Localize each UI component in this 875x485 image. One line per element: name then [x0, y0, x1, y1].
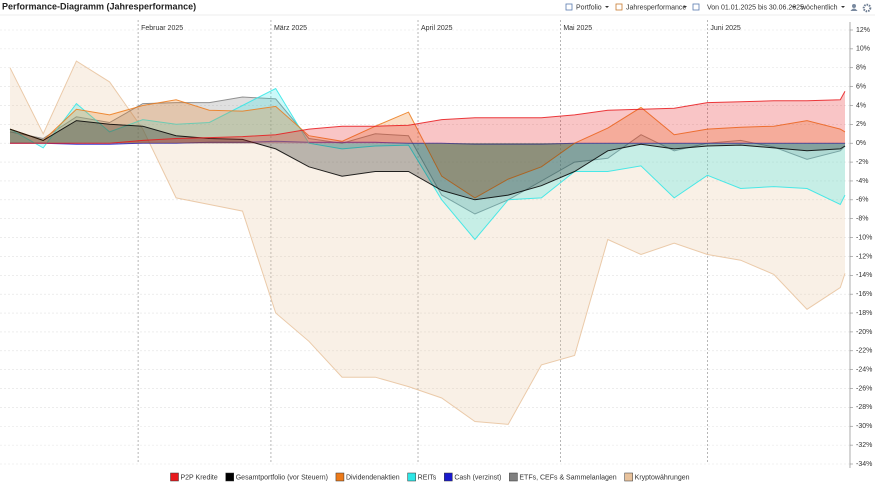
legend-label: Cash (verzinst)	[454, 474, 501, 481]
series-line	[9, 60, 846, 425]
y-tick-label: -4%	[856, 178, 868, 185]
x-tick-label: Juni 2025	[710, 25, 740, 32]
y-tick-label: -14%	[856, 272, 872, 279]
x-tick-label: Februar 2025	[141, 25, 183, 32]
y-tick-label: 4%	[856, 102, 866, 109]
legend-label: REITs	[418, 474, 437, 481]
y-tick-label: -10%	[856, 234, 872, 241]
mode-select[interactable]: Jahresperformance	[626, 4, 686, 11]
y-tick-label: 10%	[856, 46, 870, 53]
series-line	[9, 120, 846, 201]
mode-icon	[615, 3, 623, 11]
series-area	[10, 97, 845, 214]
series-area	[10, 61, 845, 425]
legend-label: Gesamtportfolio (vor Steuern)	[236, 474, 328, 481]
legend-label: ETFs, CEFs & Sammelanlagen	[519, 474, 616, 481]
y-tick-label: 2%	[856, 121, 866, 128]
series-area	[10, 120, 845, 200]
x-tick-label: Mai 2025	[563, 25, 592, 32]
legend-label: Dividendenaktien	[346, 474, 400, 481]
legend: P2P Kredite Gesamtportfolio (vor Steuern)…	[170, 472, 690, 482]
dropdown-arrow[interactable]	[792, 6, 796, 8]
y-tick-label: 6%	[856, 83, 866, 90]
legend-label: Kryptowährungen	[635, 474, 690, 481]
y-tick-label: 8%	[856, 65, 866, 72]
legend-swatch	[624, 472, 633, 482]
y-tick-label: -20%	[856, 329, 872, 336]
y-tick-label: -30%	[856, 423, 872, 430]
y-tick-label: -18%	[856, 310, 872, 317]
chart-title: Performance-Diagramm (Jahresperformance)	[2, 1, 196, 11]
series-area	[10, 88, 845, 240]
legend-swatch	[225, 472, 234, 482]
legend-swatch	[444, 472, 453, 482]
series-area	[10, 99, 845, 198]
portfolio-icon	[565, 3, 573, 11]
user-icon-body[interactable]	[850, 8, 858, 12]
settings-icon[interactable]	[862, 3, 872, 13]
y-tick-label: -6%	[856, 197, 868, 204]
portfolio-select[interactable]: Portfolio	[576, 4, 602, 11]
range-select[interactable]: Von 01.01.2025 bis 30.06.2025	[707, 4, 804, 11]
interval-select[interactable]: wöchentlich	[800, 4, 838, 11]
toolbar: Portfolio Jahresperformance Von 01.01.20…	[565, 3, 872, 13]
series-line	[9, 99, 846, 199]
legend-swatch	[509, 472, 518, 482]
legend-swatch	[170, 472, 179, 482]
y-tick-label: -8%	[856, 216, 868, 223]
legend-swatch	[335, 472, 345, 482]
legend-label: P2P Kredite	[181, 474, 218, 481]
series-area	[10, 91, 845, 144]
y-tick-label: -16%	[856, 291, 872, 298]
y-tick-label: -2%	[856, 159, 868, 166]
series-line	[10, 140, 845, 145]
series-line	[9, 87, 846, 241]
y-tick-label: -24%	[856, 366, 872, 373]
x-tick-label: März 2025	[274, 25, 307, 32]
dropdown-arrow[interactable]	[605, 6, 609, 8]
y-tick-label: 12%	[856, 27, 870, 34]
y-tick-label: -32%	[856, 442, 872, 449]
y-tick-label: -22%	[856, 348, 872, 355]
dropdown-arrow[interactable]	[683, 6, 687, 8]
y-tick-label: -28%	[856, 404, 872, 411]
y-tick-label: -26%	[856, 385, 872, 392]
y-tick-label: 0%	[856, 140, 866, 147]
y-tick-label: -34%	[856, 461, 872, 468]
x-tick-label: April 2025	[421, 25, 453, 32]
series-line	[10, 91, 846, 144]
user-icon[interactable]	[852, 4, 856, 8]
y-tick-label: -12%	[856, 253, 872, 260]
legend-swatch	[407, 472, 416, 482]
dropdown-arrow[interactable]	[841, 6, 845, 8]
calendar-icon	[692, 3, 700, 11]
